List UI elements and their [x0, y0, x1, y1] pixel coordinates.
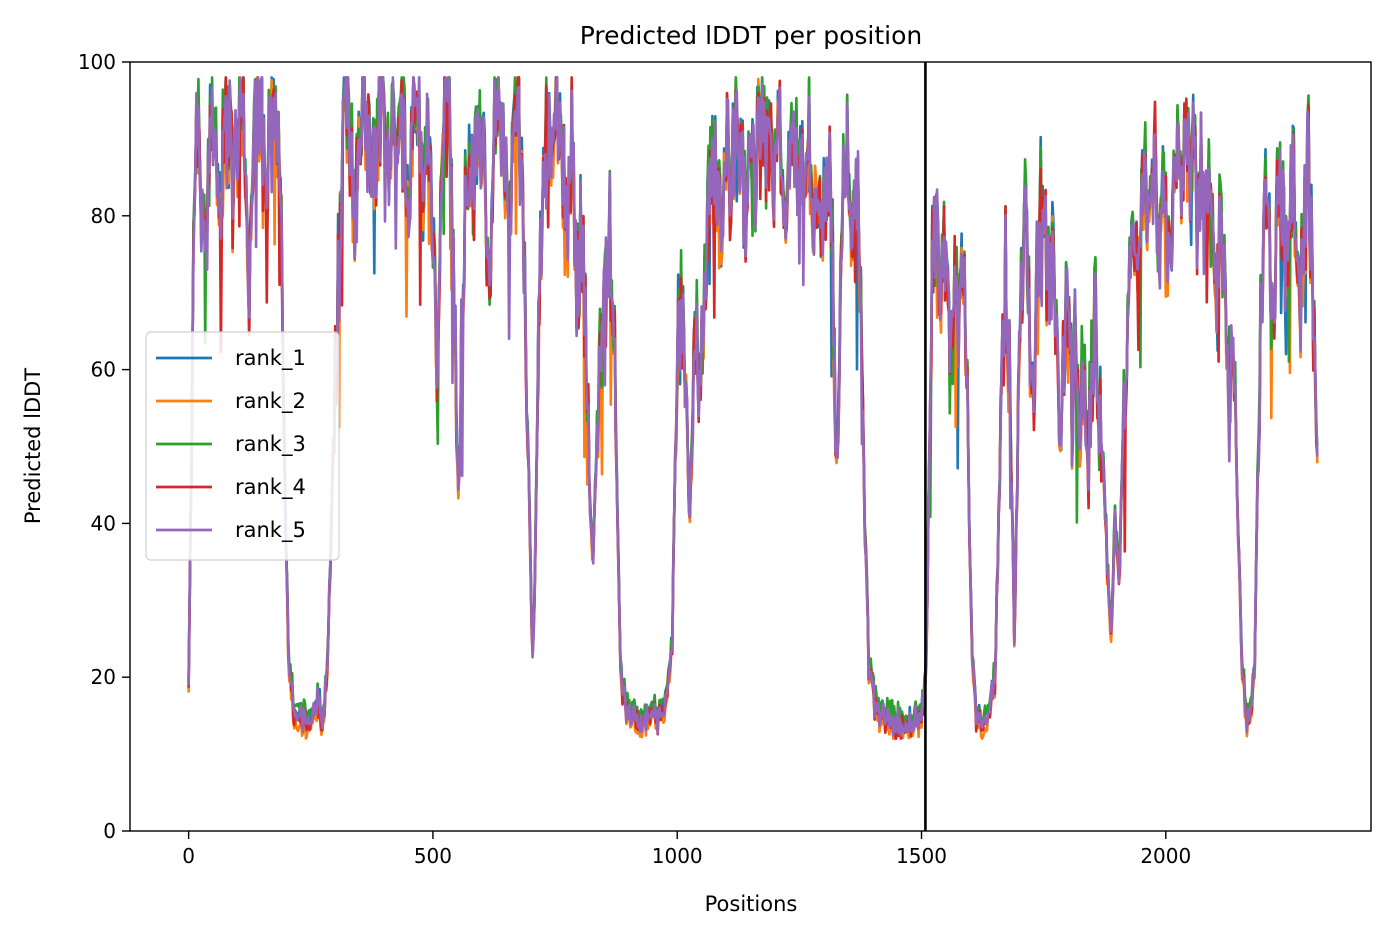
y-tick-label: 20 — [91, 665, 116, 689]
y-axis-label: Predicted lDDT — [21, 368, 45, 524]
plot-lines — [187, 76, 1319, 741]
x-tick-label: 500 — [414, 844, 452, 868]
legend: rank_1 rank_2 rank_3 rank_4 rank_5 — [145, 331, 340, 561]
y-axis-ticks: 0 20 40 60 80 100 — [78, 50, 130, 843]
y-tick-label: 60 — [91, 358, 116, 382]
x-axis-ticks: 0 500 1000 1500 2000 — [182, 831, 1191, 868]
x-tick-label: 1000 — [652, 844, 703, 868]
x-tick-label: 1500 — [896, 844, 947, 868]
series-line-rank_5 — [187, 76, 1319, 737]
legend-box — [145, 331, 340, 561]
x-tick-label: 0 — [182, 844, 195, 868]
y-tick-label: 100 — [78, 50, 116, 74]
y-tick-label: 40 — [91, 511, 116, 535]
chart-title: Predicted lDDT per position — [580, 21, 922, 50]
legend-label-rank_4: rank_4 — [235, 475, 306, 500]
legend-label-rank_1: rank_1 — [235, 346, 306, 371]
x-tick-label: 2000 — [1140, 844, 1191, 868]
legend-label-rank_5: rank_5 — [235, 518, 306, 543]
legend-label-rank_2: rank_2 — [235, 389, 306, 414]
x-axis-label: Positions — [705, 892, 798, 916]
legend-label-rank_3: rank_3 — [235, 432, 306, 457]
y-tick-label: 0 — [103, 819, 116, 843]
y-tick-label: 80 — [91, 204, 116, 228]
axes-frame — [129, 61, 1372, 832]
